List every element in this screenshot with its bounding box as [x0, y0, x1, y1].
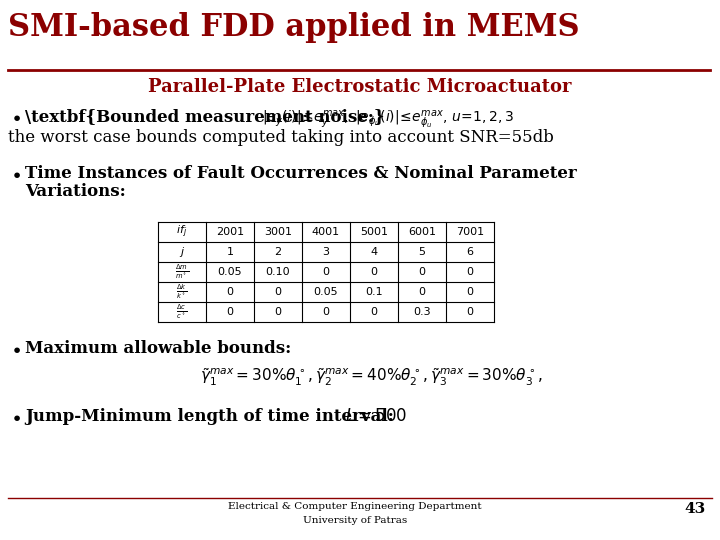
Text: 0: 0	[371, 307, 377, 317]
Text: 0: 0	[467, 307, 474, 317]
Text: $j$: $j$	[179, 245, 185, 259]
Text: $\bullet$: $\bullet$	[10, 165, 21, 183]
Text: the worst case bounds computed taking into account SNR=55db: the worst case bounds computed taking in…	[8, 129, 554, 146]
Text: Maximum allowable bounds:: Maximum allowable bounds:	[25, 340, 292, 357]
Text: 5: 5	[418, 247, 426, 257]
Text: 43: 43	[685, 502, 706, 516]
Text: 0.3: 0.3	[413, 307, 431, 317]
Text: 0: 0	[418, 287, 426, 297]
Text: 0: 0	[467, 267, 474, 277]
Text: 1: 1	[227, 247, 233, 257]
Text: $L = 500$: $L = 500$	[345, 408, 408, 425]
Text: 5001: 5001	[360, 227, 388, 237]
Text: 0.10: 0.10	[266, 267, 290, 277]
Text: $|e_y(i)|\!\leq\! e_y^{max}$, $\,|e_{\phi_u}(i)|\!\leq\! e_{\phi_u}^{max}$, $u\!: $|e_y(i)|\!\leq\! e_y^{max}$, $\,|e_{\ph…	[262, 108, 514, 130]
Text: 0: 0	[227, 287, 233, 297]
Text: $\frac{\Delta m}{m^\circ}$: $\frac{\Delta m}{m^\circ}$	[175, 263, 189, 281]
Text: $if_j$: $if_j$	[176, 224, 188, 240]
Text: Electrical & Computer Engineering Department: Electrical & Computer Engineering Depart…	[228, 502, 482, 511]
Text: 7001: 7001	[456, 227, 484, 237]
Text: 0: 0	[323, 307, 330, 317]
Text: $\bullet$: $\bullet$	[10, 408, 21, 426]
Text: $\frac{\Delta c}{c^\circ}$: $\frac{\Delta c}{c^\circ}$	[176, 303, 188, 321]
Text: 0.1: 0.1	[365, 287, 383, 297]
Text: 0: 0	[274, 287, 282, 297]
Text: Time Instances of Fault Occurrences & Nominal Parameter: Time Instances of Fault Occurrences & No…	[25, 165, 577, 182]
Text: $\tilde{\gamma}_1^{max} = 30\%\theta_1^\circ, \tilde{\gamma}_2^{max} = 40\%\thet: $\tilde{\gamma}_1^{max} = 30\%\theta_1^\…	[200, 367, 543, 388]
Text: 2001: 2001	[216, 227, 244, 237]
Text: 4: 4	[370, 247, 377, 257]
Text: $\frac{\Delta k}{k^\circ}$: $\frac{\Delta k}{k^\circ}$	[176, 283, 188, 301]
Text: \textbf{Bounded measurement noise:}: \textbf{Bounded measurement noise:}	[25, 108, 384, 125]
Text: 0.05: 0.05	[217, 267, 243, 277]
Text: $\bullet$: $\bullet$	[10, 340, 21, 358]
Text: 0: 0	[418, 267, 426, 277]
Text: 3001: 3001	[264, 227, 292, 237]
Text: 4001: 4001	[312, 227, 340, 237]
Text: Parallel-Plate Electrostatic Microactuator: Parallel-Plate Electrostatic Microactuat…	[148, 78, 572, 96]
Text: Variations:: Variations:	[25, 183, 126, 200]
Text: 0: 0	[274, 307, 282, 317]
Text: $\bullet$: $\bullet$	[10, 108, 21, 126]
Text: 0: 0	[227, 307, 233, 317]
Text: SMI-based FDD applied in MEMS: SMI-based FDD applied in MEMS	[8, 12, 580, 43]
Text: 0: 0	[467, 287, 474, 297]
Text: 3: 3	[323, 247, 330, 257]
Text: University of Patras: University of Patras	[303, 516, 407, 525]
Text: 0.05: 0.05	[314, 287, 338, 297]
Text: Jump-Minimum length of time interval:: Jump-Minimum length of time interval:	[25, 408, 394, 425]
Text: 6001: 6001	[408, 227, 436, 237]
Text: 2: 2	[274, 247, 282, 257]
Text: 0: 0	[323, 267, 330, 277]
Text: 6: 6	[467, 247, 474, 257]
Text: 0: 0	[371, 267, 377, 277]
